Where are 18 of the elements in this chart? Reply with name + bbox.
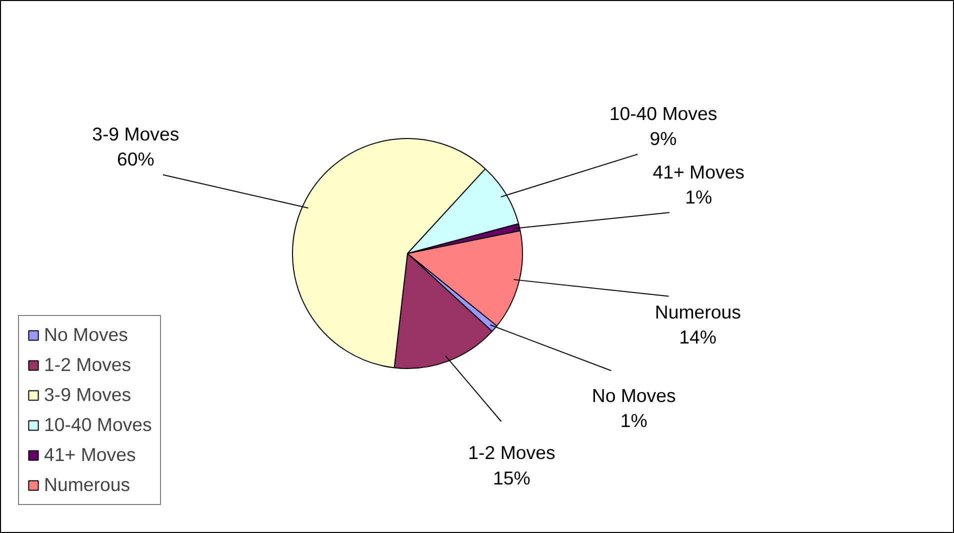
data-label: 1%: [620, 410, 648, 432]
slice-label: No Moves: [592, 385, 676, 406]
legend-label: 41+ Moves: [44, 444, 136, 466]
data-label: 14%: [679, 326, 717, 348]
legend-label: 1-2 Moves: [44, 354, 132, 376]
slice-label: 10-40 Moves: [609, 103, 718, 124]
legend-label: 3-9 Moves: [44, 384, 132, 406]
legend-label: Numerous: [44, 474, 130, 496]
data-label: 1%: [685, 186, 712, 208]
data-label: 15%: [493, 467, 530, 488]
legend-label: No Moves: [44, 324, 128, 346]
slice-label: 3-9 Moves: [92, 124, 180, 145]
slice-label: 41+ Moves: [652, 161, 744, 182]
legend-label: 10-40 Moves: [44, 414, 152, 436]
slice-label: Numerous: [654, 302, 741, 323]
slice-label: 1-2 Moves: [468, 442, 556, 464]
data-label: 9%: [650, 128, 677, 150]
data-label: 60%: [116, 148, 154, 170]
